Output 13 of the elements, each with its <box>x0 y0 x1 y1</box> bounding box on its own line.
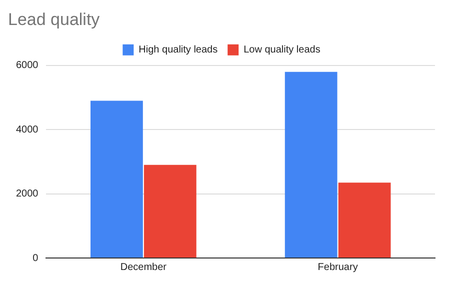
y-tick-label: 2000 <box>16 188 39 200</box>
x-tick-label: February <box>318 262 358 273</box>
bar <box>144 164 196 258</box>
y-tick-label: 6000 <box>16 60 39 72</box>
y-tick-label: 4000 <box>16 124 39 136</box>
y-tick-label: 0 <box>32 252 39 264</box>
bar <box>284 72 338 258</box>
legend-label: Low quality leads <box>244 44 320 56</box>
bar <box>338 182 391 258</box>
chart-title: Lead quality <box>8 10 100 29</box>
legend-label: High quality leads <box>138 44 218 56</box>
bar <box>90 100 143 258</box>
x-tick-label: December <box>120 262 168 273</box>
